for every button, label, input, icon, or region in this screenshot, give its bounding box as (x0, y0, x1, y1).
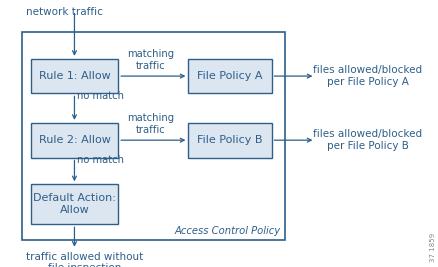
FancyBboxPatch shape (22, 32, 285, 240)
Text: matching
traffic: matching traffic (127, 49, 175, 71)
Text: File Policy A: File Policy A (197, 71, 263, 81)
FancyBboxPatch shape (188, 123, 272, 158)
Text: matching
traffic: matching traffic (127, 113, 175, 135)
FancyBboxPatch shape (31, 59, 118, 93)
FancyBboxPatch shape (188, 59, 272, 93)
FancyBboxPatch shape (31, 123, 118, 158)
Text: files allowed/blocked
per File Policy B: files allowed/blocked per File Policy B (313, 129, 423, 151)
FancyBboxPatch shape (31, 184, 118, 224)
Text: Rule 2: Allow: Rule 2: Allow (39, 135, 110, 145)
Text: Rule 1: Allow: Rule 1: Allow (39, 71, 110, 81)
Text: no match: no match (77, 91, 124, 101)
Text: Access Control Policy: Access Control Policy (174, 226, 280, 236)
Text: files allowed/blocked
per File Policy A: files allowed/blocked per File Policy A (313, 65, 423, 87)
Text: network traffic: network traffic (26, 7, 103, 17)
Text: 37 1859: 37 1859 (430, 233, 436, 262)
Text: traffic allowed without
file inspection: traffic allowed without file inspection (26, 252, 144, 267)
Text: no match: no match (77, 155, 124, 165)
Text: File Policy B: File Policy B (197, 135, 263, 145)
Text: Default Action:
Allow: Default Action: Allow (33, 194, 116, 215)
